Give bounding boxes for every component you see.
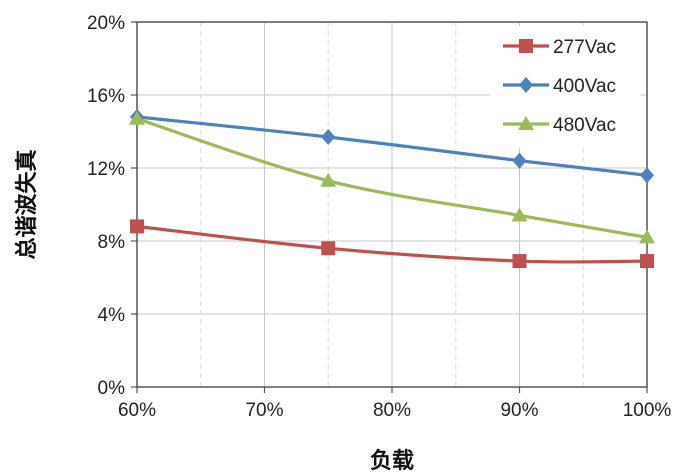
data-point-480Vac — [511, 207, 528, 222]
series-line-277Vac — [136, 224, 648, 264]
series-277Vac — [130, 219, 654, 269]
data-point-400Vac — [512, 152, 527, 169]
y-tick-label: 8% — [98, 232, 126, 253]
legend-item-480Vac: 480Vac — [503, 115, 616, 136]
series-line-400Vac — [136, 115, 648, 177]
x-tick-label: 60% — [118, 400, 156, 421]
legend-marker — [518, 116, 534, 130]
x-tick-label: 70% — [245, 400, 283, 421]
series-480Vac — [129, 110, 655, 244]
x-tick-label: 80% — [373, 400, 411, 421]
axis-ticks: 0% 4% 8% 12% 16% 20% 60% 70% 80% 90% 100% — [87, 13, 671, 421]
data-point-480Vac — [639, 229, 655, 244]
x-tick-label: 90% — [500, 400, 538, 421]
y-tick-label: 16% — [87, 86, 125, 107]
y-tick-label: 20% — [87, 13, 125, 34]
legend-marker — [519, 39, 533, 53]
y-tick-label: 0% — [98, 378, 126, 399]
legend-label: 400Vac — [553, 76, 616, 97]
legend: 277Vac 400Vac 480Vac — [490, 26, 640, 148]
data-point-277Vac — [512, 254, 527, 269]
data-point-277Vac — [321, 241, 336, 256]
legend-label: 277Vac — [553, 37, 616, 58]
data-point-480Vac — [320, 172, 337, 187]
series-group — [129, 108, 655, 269]
legend-label: 480Vac — [553, 115, 616, 136]
data-point-277Vac — [640, 254, 654, 269]
y-tick-label: 12% — [87, 159, 125, 180]
y-tick-label: 4% — [98, 305, 126, 326]
x-tick-label: 100% — [623, 400, 672, 421]
x-axis-title: 负载 — [370, 448, 414, 474]
data-point-277Vac — [130, 219, 144, 234]
y-axis-title: 总谐波失真 — [14, 149, 40, 259]
data-point-480Vac — [129, 110, 145, 125]
legend-item-400Vac: 400Vac — [503, 76, 616, 97]
data-point-400Vac — [640, 167, 654, 184]
legend-item-277Vac: 277Vac — [503, 37, 616, 58]
legend-marker — [519, 77, 533, 93]
data-point-400Vac — [321, 128, 336, 145]
series-line-480Vac — [136, 117, 648, 239]
